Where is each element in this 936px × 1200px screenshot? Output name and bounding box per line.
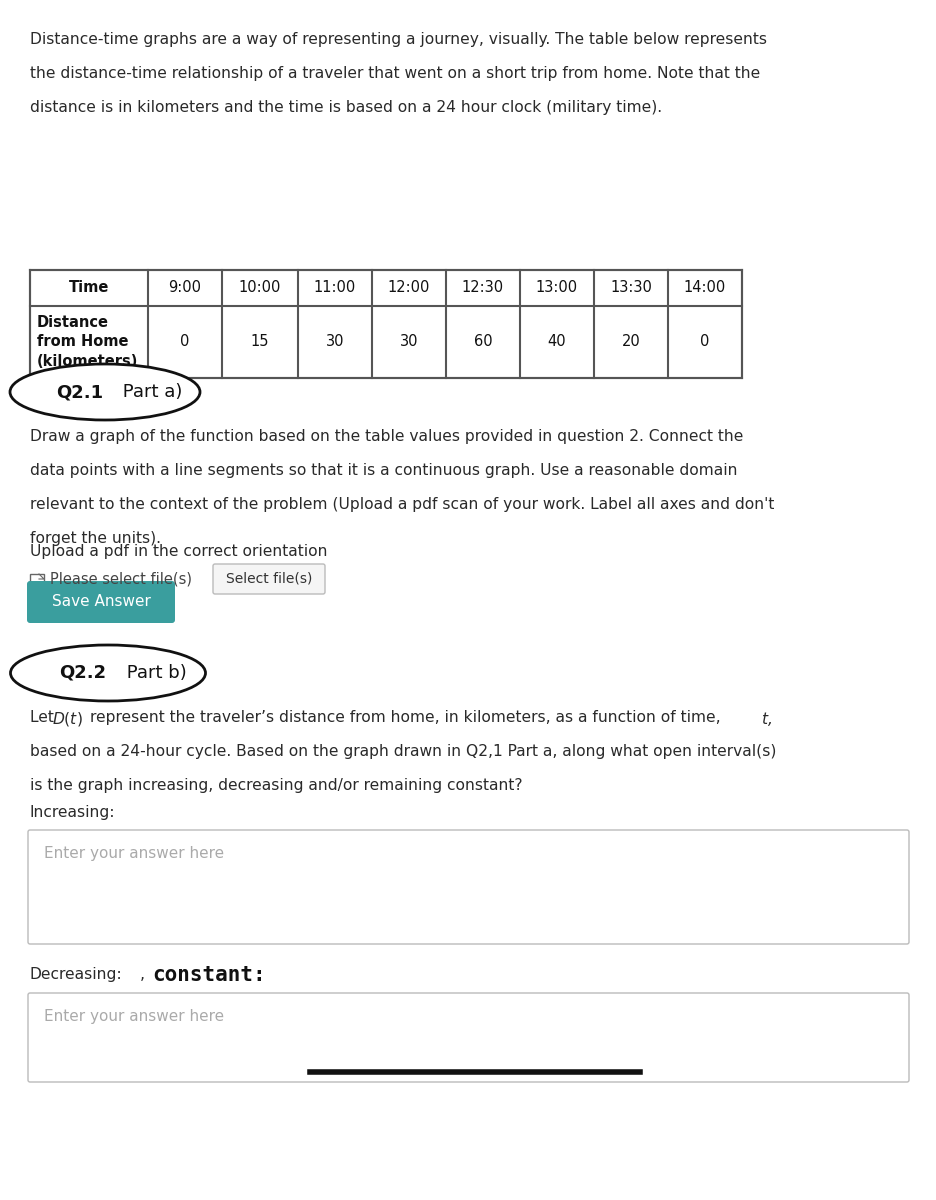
Text: 30: 30 (400, 335, 417, 349)
Text: $t$,: $t$, (760, 710, 771, 728)
Text: 0: 0 (699, 335, 709, 349)
Text: 20: 20 (621, 335, 639, 349)
Text: Select file(s): Select file(s) (226, 572, 312, 586)
Text: Let: Let (30, 710, 59, 725)
FancyBboxPatch shape (27, 581, 175, 623)
Text: 9:00: 9:00 (168, 281, 201, 295)
Text: Part a): Part a) (117, 383, 183, 401)
Text: 30: 30 (326, 335, 344, 349)
Text: Enter your answer here: Enter your answer here (44, 846, 224, 862)
Text: Part b): Part b) (121, 664, 186, 682)
Text: 12:00: 12:00 (388, 281, 430, 295)
Text: $D(t)$: $D(t)$ (51, 710, 82, 728)
Text: Please select file(s): Please select file(s) (50, 571, 192, 587)
FancyBboxPatch shape (30, 270, 741, 378)
Text: 15: 15 (251, 335, 269, 349)
Text: 60: 60 (474, 335, 491, 349)
Text: Upload a pdf in the correct orientation: Upload a pdf in the correct orientation (30, 544, 328, 559)
Text: distance is in kilometers and the time is based on a 24 hour clock (military tim: distance is in kilometers and the time i… (30, 101, 662, 115)
Text: constant:: constant: (152, 965, 265, 985)
Text: Enter your answer here: Enter your answer here (44, 1009, 224, 1024)
Text: relevant to the context of the problem (Upload a pdf scan of your work. Label al: relevant to the context of the problem (… (30, 497, 773, 512)
Text: Distance-time graphs are a way of representing a journey, visually. The table be: Distance-time graphs are a way of repres… (30, 32, 767, 47)
Text: is the graph increasing, decreasing and/or remaining constant?: is the graph increasing, decreasing and/… (30, 778, 522, 793)
Text: Decreasing:: Decreasing: (30, 967, 123, 982)
Text: data points with a line segments so that it is a continuous graph. Use a reasona: data points with a line segments so that… (30, 463, 737, 478)
Text: 11:00: 11:00 (314, 281, 356, 295)
FancyBboxPatch shape (28, 994, 908, 1082)
Text: Q2.2: Q2.2 (59, 664, 107, 682)
FancyBboxPatch shape (212, 564, 325, 594)
Ellipse shape (10, 364, 199, 420)
Text: 12:30: 12:30 (461, 281, 504, 295)
Text: Distance
from Home
(kilometers): Distance from Home (kilometers) (37, 314, 139, 370)
Text: Increasing:: Increasing: (30, 805, 115, 820)
Text: Save Answer: Save Answer (51, 594, 151, 610)
Text: forget the units).: forget the units). (30, 532, 161, 546)
Text: 10:00: 10:00 (239, 281, 281, 295)
FancyBboxPatch shape (30, 574, 44, 592)
Text: based on a 24-hour cycle. Based on the graph drawn in Q2,1 Part a, along what op: based on a 24-hour cycle. Based on the g… (30, 744, 776, 760)
Text: Q2.1: Q2.1 (56, 383, 104, 401)
Text: the distance-time relationship of a traveler that went on a short trip from home: the distance-time relationship of a trav… (30, 66, 759, 82)
FancyBboxPatch shape (28, 830, 908, 944)
Text: ,: , (139, 967, 145, 982)
Text: Time: Time (68, 281, 110, 295)
Text: 14:00: 14:00 (683, 281, 725, 295)
Ellipse shape (10, 646, 205, 701)
Text: 13:30: 13:30 (609, 281, 651, 295)
Text: Draw a graph of the function based on the table values provided in question 2. C: Draw a graph of the function based on th… (30, 428, 742, 444)
Text: 0: 0 (180, 335, 189, 349)
Text: represent the traveler’s distance from home, in kilometers, as a function of tim: represent the traveler’s distance from h… (90, 710, 724, 725)
Text: 13:00: 13:00 (535, 281, 578, 295)
Text: 40: 40 (548, 335, 565, 349)
